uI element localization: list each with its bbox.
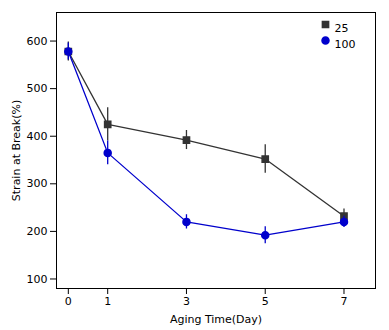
svg-text:300: 300 xyxy=(27,177,48,190)
svg-text:0: 0 xyxy=(65,295,72,308)
svg-text:25: 25 xyxy=(335,22,349,35)
svg-text:600: 600 xyxy=(27,35,48,48)
svg-text:7: 7 xyxy=(340,295,347,308)
svg-text:3: 3 xyxy=(183,295,190,308)
svg-text:500: 500 xyxy=(27,82,48,95)
svg-text:Strain at Break(%): Strain at Break(%) xyxy=(10,100,23,201)
svg-text:1: 1 xyxy=(104,295,111,308)
svg-text:400: 400 xyxy=(27,130,48,143)
svg-text:200: 200 xyxy=(27,225,48,238)
svg-text:100: 100 xyxy=(27,273,48,286)
svg-text:Aging Time(Day): Aging Time(Day) xyxy=(170,313,262,326)
svg-text:5: 5 xyxy=(262,295,269,308)
svg-text:100: 100 xyxy=(335,38,356,51)
